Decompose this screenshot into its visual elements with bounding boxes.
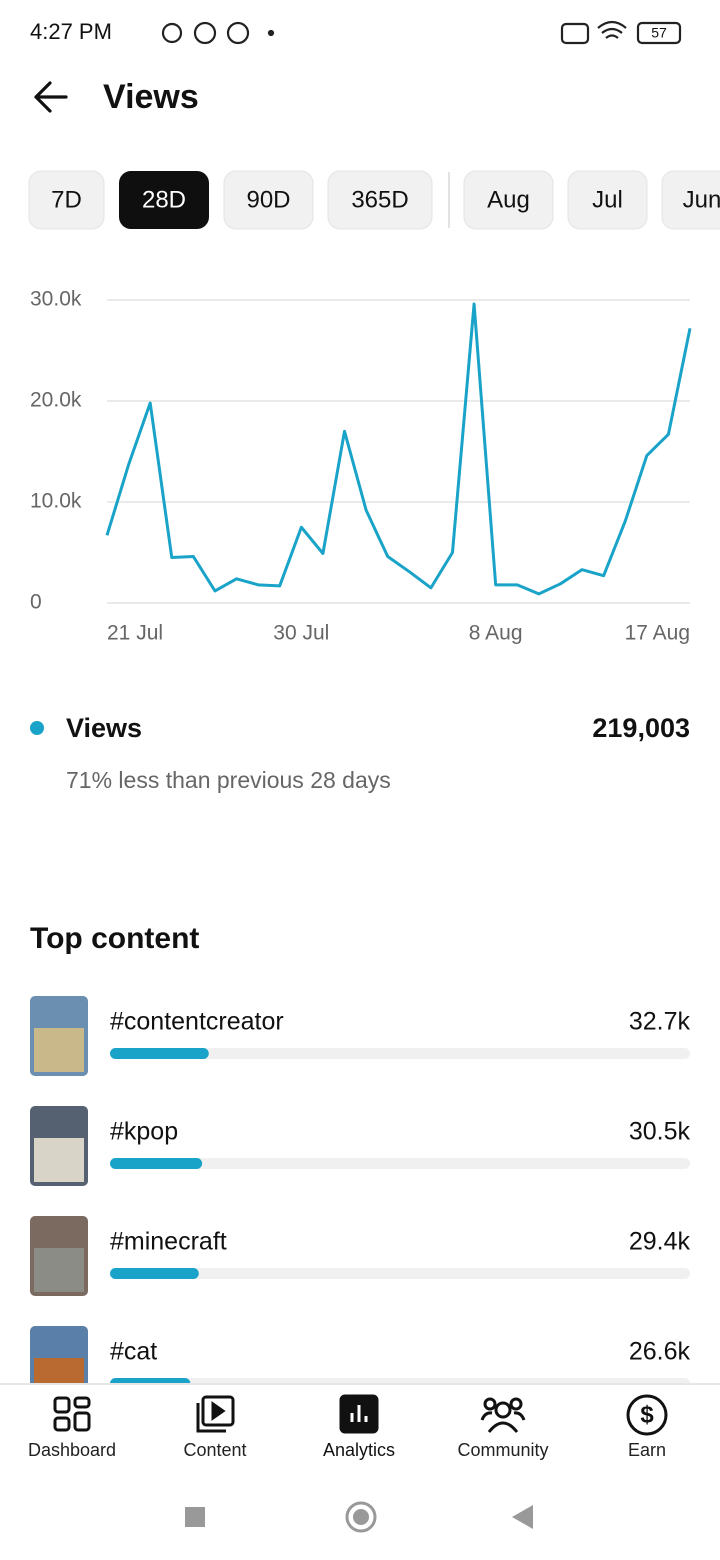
y-tick-label: 0 (30, 591, 42, 614)
sim-icon (560, 22, 590, 45)
content-views: 26.6k (629, 1338, 691, 1366)
tab[interactable] (119, 171, 209, 229)
battery-level: 57 (651, 25, 667, 41)
thumbnail-detail (34, 1138, 84, 1182)
views-line (105, 302, 692, 596)
community-icon (480, 1397, 526, 1433)
section-title: Top content (30, 922, 199, 955)
tab-label: Jul (592, 186, 623, 213)
content-name: #minecraft (110, 1228, 227, 1256)
back-nav-button[interactable] (512, 1505, 533, 1529)
progress-track (110, 1158, 690, 1169)
content-name: #contentcreator (110, 1008, 284, 1036)
thumbnail-detail (34, 1028, 84, 1072)
nav-icons: $ (53, 1394, 668, 1436)
thumbnail-detail (34, 1248, 84, 1292)
chart: 0 10.0k 20.0k 30.0k 21 Jul 30 Jul 8 Aug 17 Aug (30, 288, 692, 645)
tabs: 7D 28D 90D 365D Aug Jul Jun (28, 170, 720, 230)
dashboard-icon (53, 1396, 91, 1432)
facebook-icon (226, 21, 250, 45)
tab[interactable] (223, 170, 314, 230)
progress-track (110, 1268, 690, 1279)
battery-icon (636, 21, 682, 45)
messenger-icon (193, 21, 217, 45)
dollar-sign: $ (640, 1401, 654, 1428)
content-views: 32.7k (629, 1008, 691, 1036)
content-name: #kpop (110, 1118, 178, 1146)
legend-dot (30, 721, 44, 735)
wifi-icon (597, 20, 627, 39)
comparison: 71% less than previous 28 days (66, 767, 391, 793)
tab-label: Aug (487, 186, 530, 213)
tab[interactable] (327, 170, 433, 230)
content-views: 30.5k (629, 1118, 691, 1146)
tab-label: Jun (683, 186, 720, 213)
total-views: 219,003 (592, 713, 690, 743)
analytics-icon (339, 1394, 379, 1434)
tab-label: 365D (351, 186, 408, 213)
x-tick-label: 17 Aug (625, 622, 690, 645)
y-tick-label: 10.0k (30, 490, 82, 513)
content-name: #cat (110, 1338, 157, 1366)
back-button[interactable] (34, 81, 68, 113)
home-button-core (353, 1509, 369, 1525)
nav-label[interactable]: Analytics (323, 1440, 395, 1460)
nav-label[interactable]: Dashboard (28, 1440, 116, 1460)
y-tick-label: 30.0k (30, 288, 82, 311)
progress-track (110, 1048, 690, 1059)
y-tick-label: 20.0k (30, 389, 82, 412)
tab[interactable] (463, 170, 554, 230)
tab[interactable] (661, 170, 720, 230)
dot-icon (267, 29, 275, 37)
nav-labels: Dashboard Content Analytics Community Earn (28, 1440, 666, 1460)
earn-icon: $ (626, 1394, 668, 1436)
instagram-icon (161, 22, 183, 44)
progress-bar (110, 1048, 209, 1059)
page-title: Views (103, 78, 199, 116)
progress-bar (110, 1268, 199, 1279)
tab-label: 28D (142, 186, 186, 213)
status-icons (161, 20, 682, 45)
nav-label[interactable]: Community (457, 1440, 548, 1460)
tab[interactable] (28, 170, 105, 230)
legend-label: Views (66, 713, 142, 743)
content-views: 29.4k (629, 1228, 691, 1256)
content-icon (196, 1395, 235, 1433)
tab-label: 90D (246, 186, 290, 213)
status-time: 4:27 PM (30, 19, 112, 44)
tab-label: 7D (51, 186, 82, 213)
x-tick-label: 30 Jul (273, 622, 329, 645)
tab[interactable] (567, 170, 648, 230)
recents-button[interactable] (185, 1507, 205, 1527)
nav-label[interactable]: Content (183, 1440, 246, 1460)
x-tick-label: 8 Aug (469, 622, 523, 645)
x-tick-label: 21 Jul (107, 622, 163, 645)
progress-bar (110, 1158, 203, 1169)
home-button[interactable] (345, 1501, 377, 1533)
nav-label[interactable]: Earn (628, 1440, 666, 1460)
